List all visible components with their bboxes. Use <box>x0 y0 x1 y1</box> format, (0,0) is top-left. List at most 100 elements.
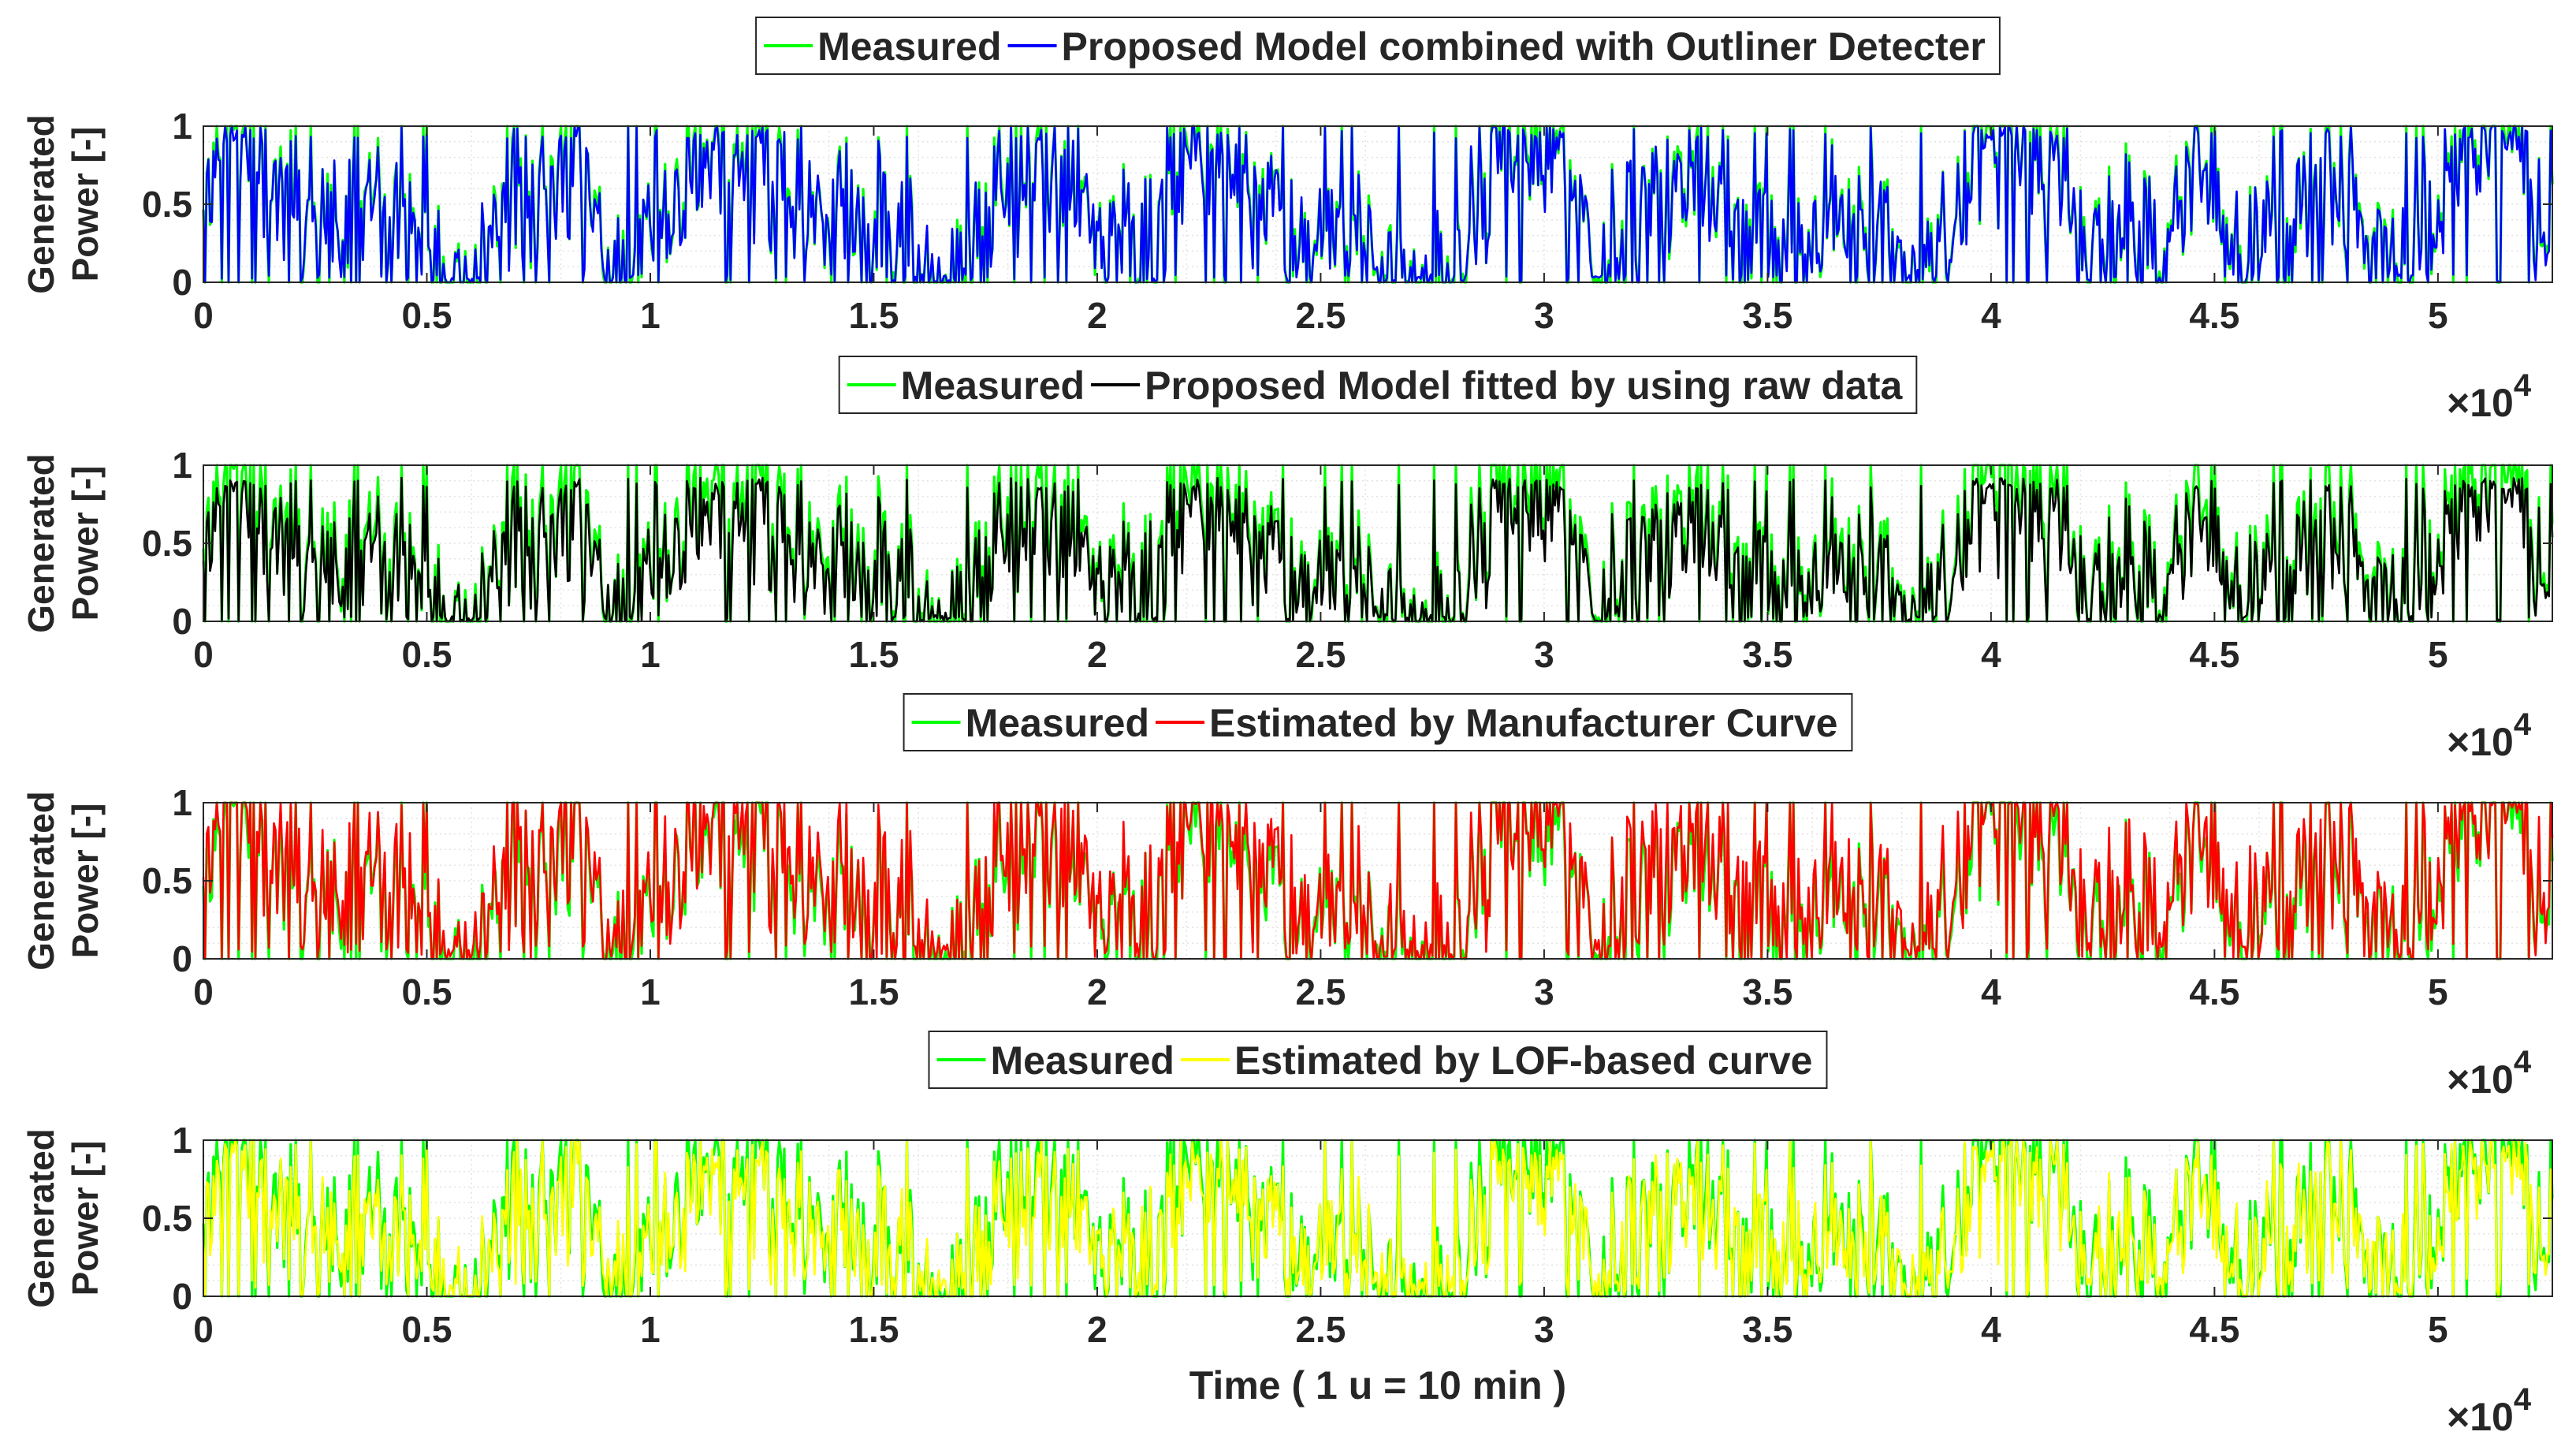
legend-label-measured: Measured <box>817 24 1001 69</box>
y-axis-label-line2: Power [-] <box>65 127 106 282</box>
subplot-3: 0 0.5 1 1.5 2 2.5 3 3.5 4 4.5 5 0 0.5 1 Generated Power… <box>20 693 2554 1102</box>
x-tick-label: 1 <box>640 1309 661 1350</box>
y-axis-label-line1: Generated <box>20 1128 61 1308</box>
x-tick-label: 0.5 <box>402 971 452 1012</box>
x-tick-label: 0 <box>193 971 214 1012</box>
x-tick-label: 2 <box>1087 1309 1107 1350</box>
legend-box <box>928 1031 1828 1089</box>
y-tick-label: 1 <box>172 1120 192 1161</box>
x-axis-exponent: ×104 <box>2447 1045 2532 1102</box>
x-tick-label: 2 <box>1087 295 1107 336</box>
x-exponent-power: 4 <box>2514 1382 2532 1417</box>
x-tick-label: 5 <box>2428 634 2448 675</box>
legend-label-measured: Measured <box>901 364 1085 408</box>
x-exponent-base: ×10 <box>2447 381 2514 425</box>
y-axis-label-line2: Power [-] <box>65 803 106 959</box>
subplot-1: 0 0.5 1 1.5 2 2.5 3 3.5 4 4.5 5 0 0.5 1 Generated Power… <box>20 17 2554 425</box>
legend-label-estimate: Estimated by LOF-based curve <box>1234 1038 1813 1083</box>
grid <box>203 465 2552 621</box>
x-tick-label: 0 <box>193 295 214 336</box>
y-tick-label: 0 <box>172 262 192 303</box>
y-tick-label: 1 <box>172 106 192 147</box>
legend-label-estimate: Estimated by Manufacturer Curve <box>1209 701 1837 745</box>
x-tick-label: 1.5 <box>848 295 899 336</box>
x-tick-label: 0 <box>193 1309 214 1350</box>
x-exponent-base: ×10 <box>2447 1057 2514 1102</box>
legend-label-measured: Measured <box>966 701 1149 745</box>
y-axis-label-line2: Power [-] <box>65 466 106 621</box>
y-axis-label-line2: Power [-] <box>65 1141 106 1296</box>
subplot-2: 0 0.5 1 1.5 2 2.5 3 3.5 4 4.5 5 0 0.5 1 Generated Power… <box>20 356 2554 764</box>
legend-label-measured: Measured <box>991 1038 1174 1083</box>
y-tick-label: 1 <box>172 782 192 823</box>
x-tick-label: 5 <box>2428 295 2448 336</box>
x-tick-label: 2.5 <box>1295 634 1346 675</box>
legend: Measured Estimated by LOF-based curve <box>928 1031 1828 1089</box>
x-tick-label: 3 <box>1534 1309 1554 1350</box>
legend-label-estimate: Proposed Model combined with Outliner De… <box>1062 24 1986 69</box>
x-tick-label: 4 <box>1981 971 2001 1012</box>
x-tick-label: 2.5 <box>1295 971 1346 1012</box>
x-tick-label: 3.5 <box>1742 1309 1792 1350</box>
x-tick-label: 0 <box>193 634 214 675</box>
x-tick-label: 4 <box>1981 295 2001 336</box>
legend-box <box>838 356 1918 414</box>
x-tick-label: 4.5 <box>2189 971 2239 1012</box>
y-axis-label-line1: Generated <box>20 453 61 633</box>
y-tick-label: 0.5 <box>142 860 192 901</box>
legend: Measured Proposed Model fitted by using r… <box>838 356 1918 414</box>
x-tick-label: 4 <box>1981 1309 2001 1350</box>
legend-label-estimate: Proposed Model fitted by using raw data <box>1145 364 1903 408</box>
x-tick-label: 3 <box>1534 634 1554 675</box>
x-tick-label: 3 <box>1534 295 1554 336</box>
series-line-estimate <box>202 476 2554 623</box>
y-axis-label-line1: Generated <box>20 114 61 294</box>
x-tick-label: 5 <box>2428 1309 2448 1350</box>
x-exponent-power: 4 <box>2514 707 2532 742</box>
x-tick-label: 1 <box>640 295 661 336</box>
legend-box <box>903 693 1853 751</box>
x-tick-label: 4.5 <box>2189 295 2239 336</box>
y-tick-label: 0 <box>172 1276 192 1317</box>
x-tick-label: 5 <box>2428 971 2448 1012</box>
series-line-estimate <box>202 1139 2554 1298</box>
x-tick-label: 0.5 <box>402 634 452 675</box>
x-tick-label: 1.5 <box>848 971 899 1012</box>
grid <box>203 803 2552 959</box>
x-tick-label: 0.5 <box>402 1309 452 1350</box>
x-tick-label: 1.5 <box>848 634 899 675</box>
y-tick-label: 0.5 <box>142 523 192 564</box>
x-tick-label: 4.5 <box>2189 634 2239 675</box>
x-axis-exponent: ×104 <box>2447 368 2532 425</box>
legend: Measured Proposed Model combined with Out… <box>755 17 2001 75</box>
y-tick-label: 0 <box>172 938 192 979</box>
subplot-4: 0 0.5 1 1.5 2 2.5 3 3.5 4 4.5 5 0 0.5 1 Generated Power… <box>20 1031 2554 1439</box>
x-axis-label: Time ( 1 u = 10 min ) <box>1189 1363 1566 1407</box>
series-line-estimate <box>202 125 2554 284</box>
y-tick-label: 0.5 <box>142 184 192 225</box>
y-tick-label: 1 <box>172 445 192 486</box>
x-tick-label: 1.5 <box>848 1309 899 1350</box>
legend-box <box>755 17 2001 75</box>
x-tick-label: 2.5 <box>1295 295 1346 336</box>
x-tick-label: 2 <box>1087 634 1107 675</box>
x-tick-label: 4.5 <box>2189 1309 2239 1350</box>
x-tick-label: 3 <box>1534 971 1554 1012</box>
y-axis-label-line1: Generated <box>20 791 61 971</box>
x-axis-exponent: ×104 <box>2447 1382 2532 1439</box>
x-exponent-power: 4 <box>2514 1045 2532 1079</box>
y-tick-label: 0.5 <box>142 1198 192 1239</box>
x-tick-label: 1 <box>640 634 661 675</box>
x-exponent-base: ×10 <box>2447 720 2514 764</box>
x-tick-label: 2.5 <box>1295 1309 1346 1350</box>
x-tick-label: 4 <box>1981 634 2001 675</box>
x-tick-label: 2 <box>1087 971 1107 1012</box>
x-tick-label: 3.5 <box>1742 971 1792 1012</box>
legend: Measured Estimated by Manufacturer Curve <box>903 693 1853 751</box>
x-tick-label: 0.5 <box>402 295 452 336</box>
y-tick-label: 0 <box>172 601 192 642</box>
x-tick-label: 3.5 <box>1742 295 1792 336</box>
x-tick-label: 1 <box>640 971 661 1012</box>
x-exponent-power: 4 <box>2514 368 2532 403</box>
